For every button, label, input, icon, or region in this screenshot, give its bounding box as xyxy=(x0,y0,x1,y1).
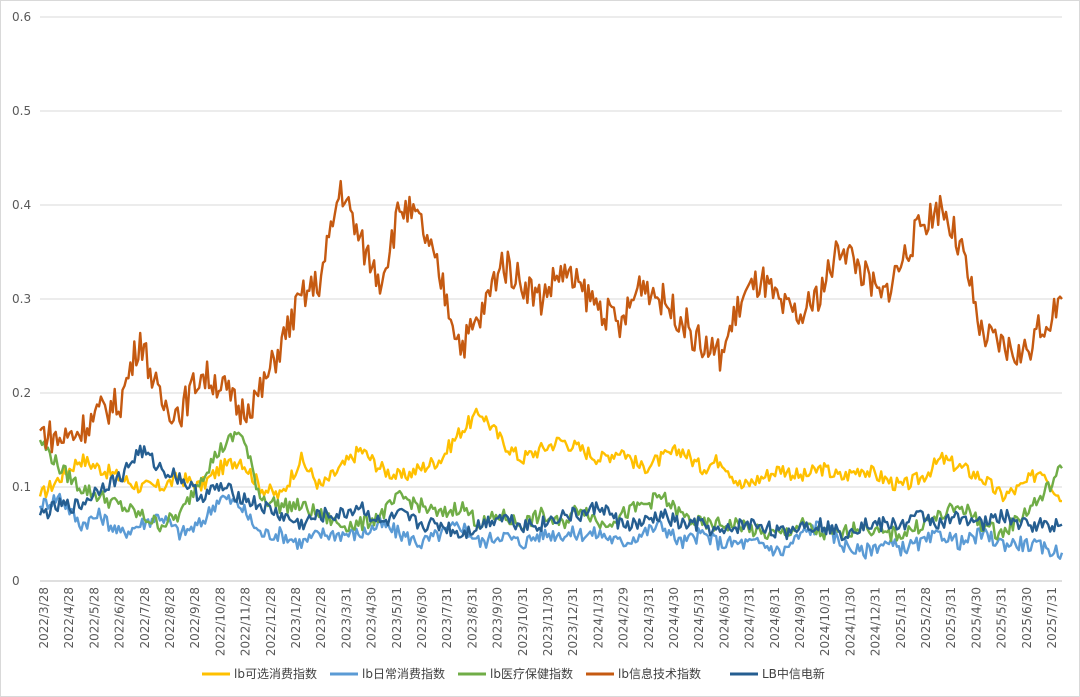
y-tick-label: 0.6 xyxy=(12,10,31,24)
series-line-5 xyxy=(38,444,1063,542)
legend-label-1: lb可选消费指数 xyxy=(234,666,317,681)
x-tick-label: 2022/5/28 xyxy=(87,587,101,649)
x-tick-label: 2022/4/28 xyxy=(62,587,76,649)
legend-label-4: lb信息技术指数 xyxy=(618,666,701,681)
x-tick-label: 2023/5/31 xyxy=(390,587,404,649)
x-tick-label: 2022/10/28 xyxy=(213,587,227,656)
x-tick-label: 2023/7/31 xyxy=(440,587,454,649)
y-tick-label: 0.4 xyxy=(12,198,31,212)
x-tick-label: 2022/7/28 xyxy=(138,587,152,649)
x-tick-label: 2023/12/31 xyxy=(566,587,580,656)
x-tick-label: 2023/6/30 xyxy=(415,587,429,649)
x-tick-label: 2024/2/29 xyxy=(617,587,631,649)
series-line-4 xyxy=(39,179,1063,454)
x-tick-label: 2022/6/28 xyxy=(113,587,127,649)
x-tick-label: 2024/7/31 xyxy=(743,587,757,649)
y-tick-label: 0.5 xyxy=(12,104,31,118)
x-tick-label: 2025/7/31 xyxy=(1045,587,1059,649)
series-line-1 xyxy=(38,407,1063,503)
y-tick-label: 0.1 xyxy=(12,480,31,494)
x-tick-label: 2023/8/31 xyxy=(465,587,479,649)
x-tick-label: 2023/1/28 xyxy=(289,587,303,649)
x-tick-label: 2022/8/28 xyxy=(163,587,177,649)
legend-label-5: LB中信电新 xyxy=(762,666,825,681)
x-tick-label: 2022/11/28 xyxy=(239,587,253,656)
x-tick-label: 2025/4/30 xyxy=(969,587,983,649)
legend-label-2: lb日常消费指数 xyxy=(362,666,445,681)
x-tick-label: 2022/12/28 xyxy=(264,587,278,656)
x-tick-label: 2023/10/31 xyxy=(516,587,530,656)
x-tick-label: 2024/1/31 xyxy=(591,587,605,649)
x-tick-label: 2025/2/28 xyxy=(919,587,933,649)
x-tick-label: 2023/4/30 xyxy=(365,587,379,649)
x-tick-label: 2025/1/31 xyxy=(894,587,908,649)
x-tick-label: 2024/11/30 xyxy=(843,587,857,656)
x-tick-label: 2023/11/30 xyxy=(541,587,555,656)
y-tick-label: 0 xyxy=(12,574,20,588)
x-tick-label: 2023/3/31 xyxy=(339,587,353,649)
x-tick-label: 2024/10/31 xyxy=(818,587,832,656)
x-tick-label: 2024/8/31 xyxy=(768,587,782,649)
x-tick-label: 2024/6/30 xyxy=(717,587,731,649)
x-tick-label: 2022/3/28 xyxy=(37,587,51,649)
x-tick-label: 2024/5/31 xyxy=(692,587,706,649)
x-tick-label: 2025/3/31 xyxy=(944,587,958,649)
x-tick-label: 2024/9/30 xyxy=(793,587,807,649)
x-tick-label: 2022/9/28 xyxy=(188,587,202,649)
y-tick-label: 0.3 xyxy=(12,292,31,306)
x-tick-label: 2023/9/30 xyxy=(491,587,505,649)
legend-label-3: lb医疗保健指数 xyxy=(490,666,573,681)
x-tick-label: 2023/2/28 xyxy=(314,587,328,649)
x-tick-label: 2024/12/31 xyxy=(869,587,883,656)
x-tick-label: 2025/5/31 xyxy=(995,587,1009,649)
x-tick-label: 2025/6/30 xyxy=(1020,587,1034,649)
x-tick-label: 2024/4/30 xyxy=(667,587,681,649)
y-tick-label: 0.2 xyxy=(12,386,31,400)
x-tick-label: 2024/3/31 xyxy=(642,587,656,649)
